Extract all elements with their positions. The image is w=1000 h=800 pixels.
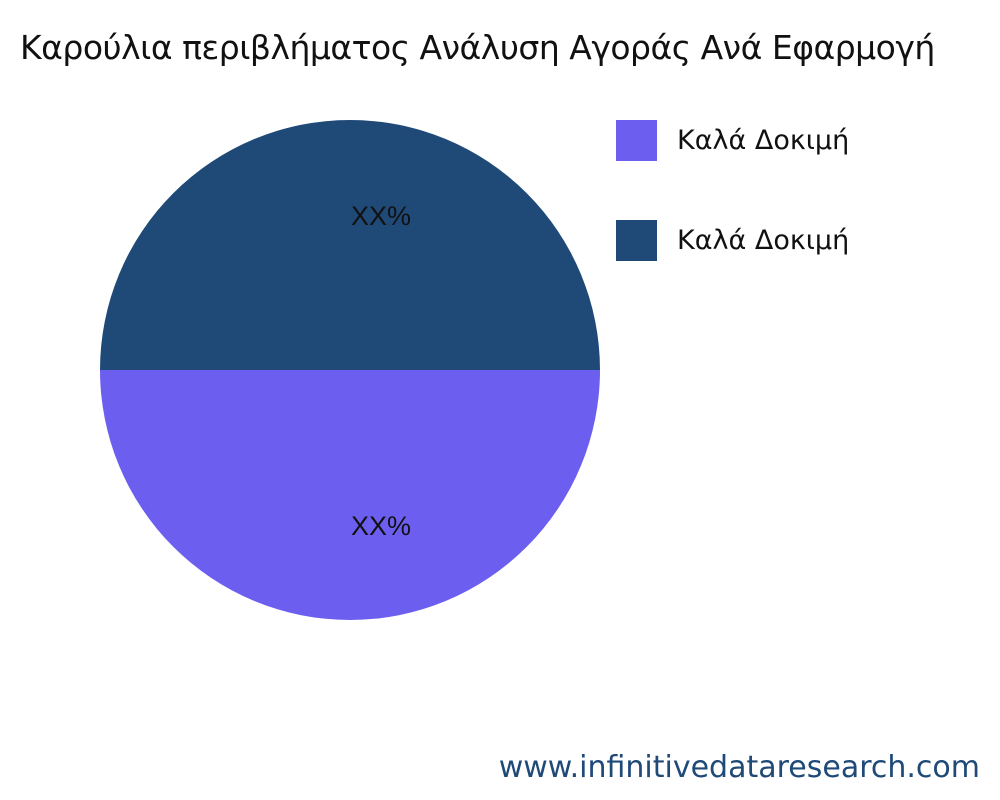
footer-url: www.infinitivedataresearch.com: [498, 750, 980, 785]
legend-item: Καλά Δοκιμή: [616, 120, 849, 161]
slice-data-label: XX%: [351, 201, 411, 231]
legend-swatch: [616, 120, 657, 161]
slice-data-label: XX%: [351, 511, 411, 541]
legend-swatch: [616, 220, 657, 261]
legend-label: Καλά Δοκιμή: [677, 225, 850, 256]
chart-title: Καρούλια περιβλήματος Ανάλυση Αγοράς Ανά…: [20, 28, 935, 67]
pie-slice: [100, 120, 600, 370]
pie-slice: [100, 370, 600, 620]
legend-label: Καλά Δοκιμή: [677, 125, 850, 156]
legend-item: Καλά Δοκιμή: [616, 220, 849, 261]
